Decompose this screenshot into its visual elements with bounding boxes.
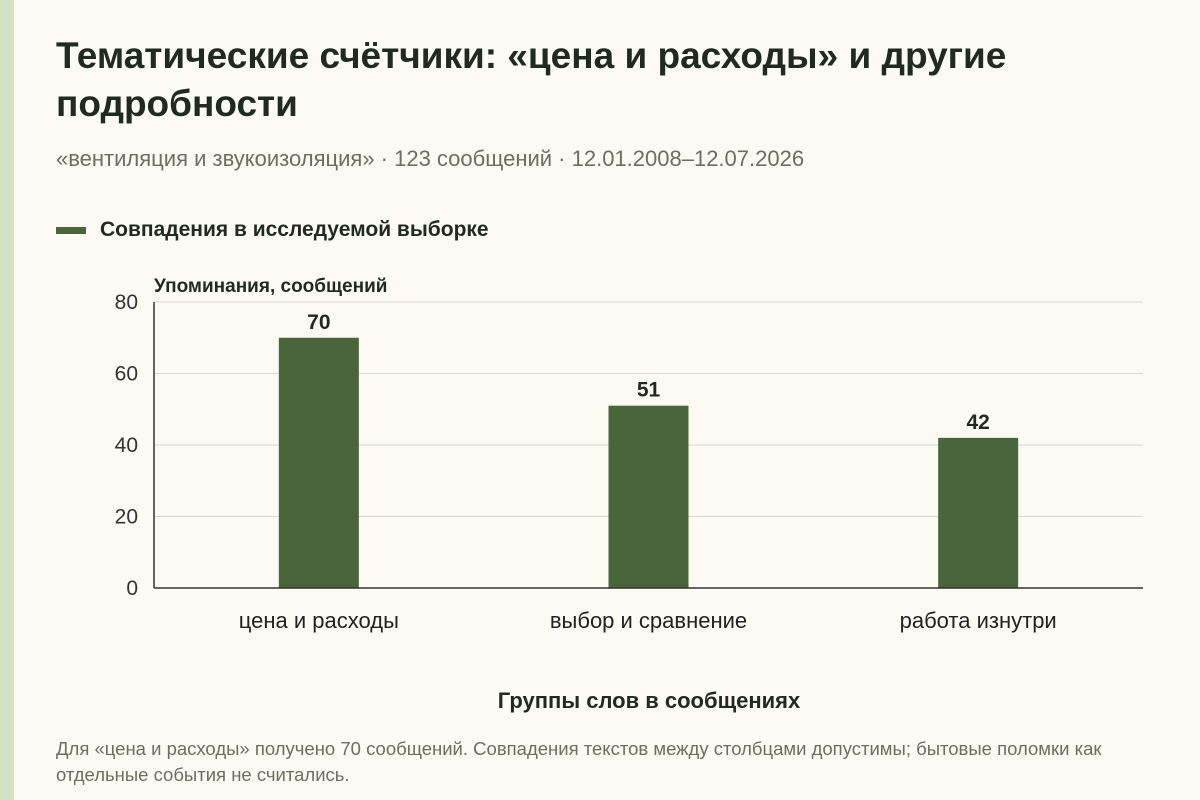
y-axis-ticks: 0 20 40 60 80	[115, 291, 138, 600]
x-tick-label: работа изнутри	[900, 608, 1057, 633]
accent-strip	[0, 0, 14, 800]
bar-value-label: 42	[966, 411, 989, 434]
x-tick-label: выбор и сравнение	[550, 608, 747, 633]
x-tick-label: цена и расходы	[239, 608, 399, 633]
y-tick-label: 60	[115, 363, 138, 386]
chart-title: Тематические счётчики: «цена и расходы» …	[56, 35, 1007, 124]
x-axis-label: Группы слов в сообщениях	[498, 688, 801, 713]
y-tick-label: 20	[115, 506, 138, 529]
legend-swatch	[56, 226, 86, 234]
chart-subtitle: «вентиляция и звукоизоляция» · 123 сообщ…	[56, 146, 805, 171]
x-axis-categories: цена и расходы выбор и сравнение работа из…	[239, 608, 1057, 633]
bar-value-label: 70	[307, 311, 330, 334]
bar	[278, 337, 359, 588]
y-tick-label: 80	[115, 291, 138, 314]
y-tick-label: 40	[115, 434, 138, 457]
y-axis-label: Упоминания, сообщений	[154, 276, 387, 297]
legend-label: Совпадения в исследуемой выборке	[100, 218, 489, 241]
bar	[938, 437, 1019, 588]
y-tick-label: 0	[126, 577, 138, 600]
footnote: Для «цена и расходы» получено 70 сообщен…	[56, 738, 1102, 785]
bars: 70 51 42	[278, 311, 1019, 588]
bar-chart: Упоминания, сообщений 0 20 40 60 80 70 51 42 ц…	[115, 276, 1143, 713]
legend: Совпадения в исследуемой выборке	[56, 218, 489, 242]
bar-value-label: 51	[637, 379, 661, 402]
bar	[608, 405, 689, 588]
